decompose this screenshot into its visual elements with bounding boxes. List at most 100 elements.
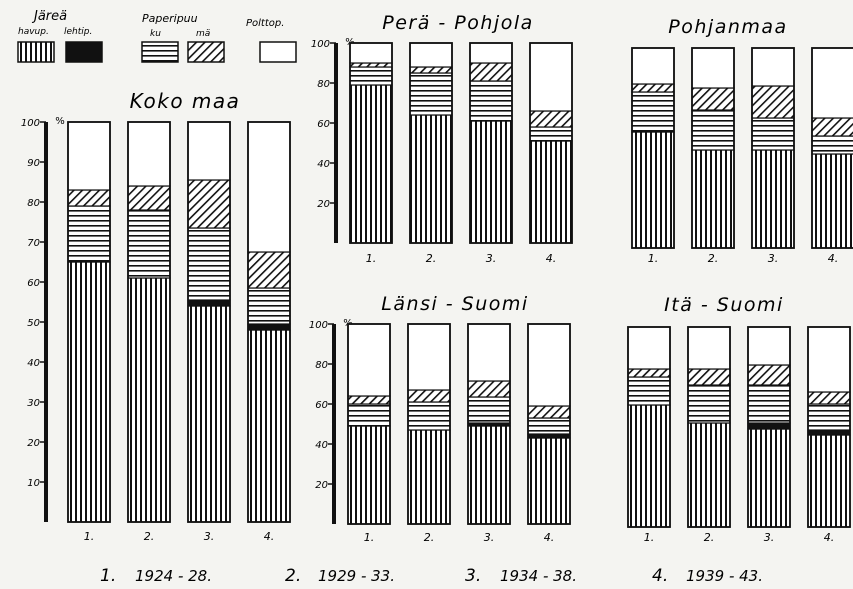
bar-segment-horizontal	[747, 384, 791, 424]
legend-saw-broadleaf-label: lehtip.	[64, 27, 92, 37]
legend-saw-title: Järeä	[31, 9, 67, 24]
bar-outline	[687, 326, 731, 528]
bar-segment-vertical	[691, 149, 735, 249]
y-tick-label: 100	[21, 118, 40, 129]
y-axis-unit: %	[55, 116, 65, 127]
chart-title: Perä - Pohjola	[382, 12, 534, 34]
bar-segment-empty	[627, 326, 671, 370]
bar-outline	[627, 326, 671, 528]
bar-segment-solid	[747, 422, 791, 430]
bar-segment-vertical	[467, 425, 511, 525]
bar-segment-solid	[807, 429, 851, 436]
bar-segment-empty	[67, 121, 111, 191]
bar-segment-vertical	[811, 153, 853, 249]
bar-segment-diagonal	[127, 185, 171, 211]
bar-segment-vertical	[631, 131, 675, 249]
bar-segment-diagonal	[811, 117, 853, 137]
period-key-years-2: 1929 - 33.	[318, 567, 395, 585]
bar-segment-diagonal	[67, 189, 111, 207]
bar-segment-solid	[247, 323, 291, 331]
bar-segment-vertical	[409, 114, 453, 244]
category-label: 4.	[264, 530, 275, 543]
chart-pohjanmaa: Pohjanmaa 1. 2. 3. 4.	[631, 16, 853, 265]
bar-segment-empty	[407, 323, 451, 391]
legend-pulp-pine-label: mä	[196, 29, 210, 39]
y-tick-label: 40	[317, 159, 330, 170]
bar-outline	[469, 42, 513, 244]
category-label: 3.	[486, 252, 497, 265]
bar-segment-empty	[747, 326, 791, 366]
bar-segment-diagonal	[747, 364, 791, 386]
bar-segment-vertical	[127, 277, 171, 523]
legend-swatch-fuel	[259, 41, 297, 63]
bar-segment-vertical	[527, 437, 571, 525]
bar-segment-empty	[347, 323, 391, 397]
bar-segment-horizontal	[529, 126, 573, 142]
bar-segment-horizontal	[469, 80, 513, 122]
bar-segment-vertical	[807, 434, 851, 528]
bar-segment-vertical	[349, 84, 393, 244]
bar-segment-horizontal	[467, 396, 511, 424]
category-label: 4.	[546, 252, 557, 265]
legend: Järeä havup. lehtip. Paperipuu ku mä Pol…	[17, 9, 297, 63]
bar-outline	[67, 121, 111, 523]
bar-segment-horizontal	[811, 135, 853, 155]
chart-title: Pohjanmaa	[668, 16, 787, 38]
bar-outline	[467, 323, 511, 525]
y-tick-label: 80	[317, 79, 330, 90]
y-tick-label: 50	[27, 318, 40, 329]
chart-title: Koko maa	[130, 89, 241, 113]
bar-segment-vertical	[747, 428, 791, 528]
bar-segment-empty	[631, 47, 675, 85]
legend-pulp-title: Paperipuu	[142, 12, 198, 25]
category-label: 4.	[828, 252, 839, 265]
category-label: 4.	[544, 531, 555, 544]
period-key-num-2: 2.	[285, 566, 301, 586]
bar-outline	[187, 121, 231, 523]
category-label: 1.	[84, 530, 95, 543]
y-tick-label: 90	[27, 158, 40, 169]
legend-swatch-saw-broadleaf	[65, 41, 103, 63]
y-tick-label: 70	[27, 238, 40, 249]
bar-segment-horizontal	[349, 66, 393, 86]
y-tick-label: 80	[315, 360, 328, 371]
y-tick-label: 100	[311, 39, 330, 50]
period-key-num-1: 1.	[100, 566, 116, 586]
bar-segment-empty	[751, 47, 795, 87]
y-tick-label: 10	[27, 478, 40, 489]
y-tick-label: 20	[27, 438, 40, 449]
category-label: 2.	[424, 531, 435, 544]
bar-segment-solid	[527, 433, 571, 439]
bar-segment-empty	[691, 47, 735, 89]
bar-segment-vertical	[187, 305, 231, 523]
bar-segment-horizontal	[691, 109, 735, 151]
period-key-years-1: 1924 - 28.	[135, 567, 212, 585]
bar-segment-vertical	[687, 422, 731, 528]
bar-segment-vertical	[529, 140, 573, 244]
y-tick-label: 40	[315, 440, 328, 451]
bar-segment-vertical	[67, 261, 111, 523]
category-label: 1.	[364, 531, 375, 544]
bar-segment-diagonal	[807, 391, 851, 405]
y-tick-label: 20	[317, 199, 330, 210]
y-tick-label: 60	[315, 400, 328, 411]
bar-segment-empty	[527, 323, 571, 407]
bar-segment-empty	[349, 42, 393, 64]
bar-segment-horizontal	[687, 384, 731, 424]
chart-title: Länsi - Suomi	[381, 293, 528, 315]
bar-segment-diagonal	[469, 62, 513, 82]
category-label: 2.	[426, 252, 437, 265]
bar-segment-horizontal	[807, 403, 851, 431]
category-label: 2.	[144, 530, 155, 543]
period-key-years-3: 1934 - 38.	[500, 567, 577, 585]
category-label: 4.	[824, 531, 835, 544]
category-label: 2.	[708, 252, 719, 265]
bar-outline	[529, 42, 573, 244]
bar-segment-diagonal	[631, 83, 675, 93]
bar-segment-horizontal	[631, 91, 675, 133]
bar-segment-vertical	[627, 404, 671, 528]
category-label: 2.	[704, 531, 715, 544]
y-tick-label: 40	[27, 358, 40, 369]
bar-segment-diagonal	[409, 66, 453, 74]
